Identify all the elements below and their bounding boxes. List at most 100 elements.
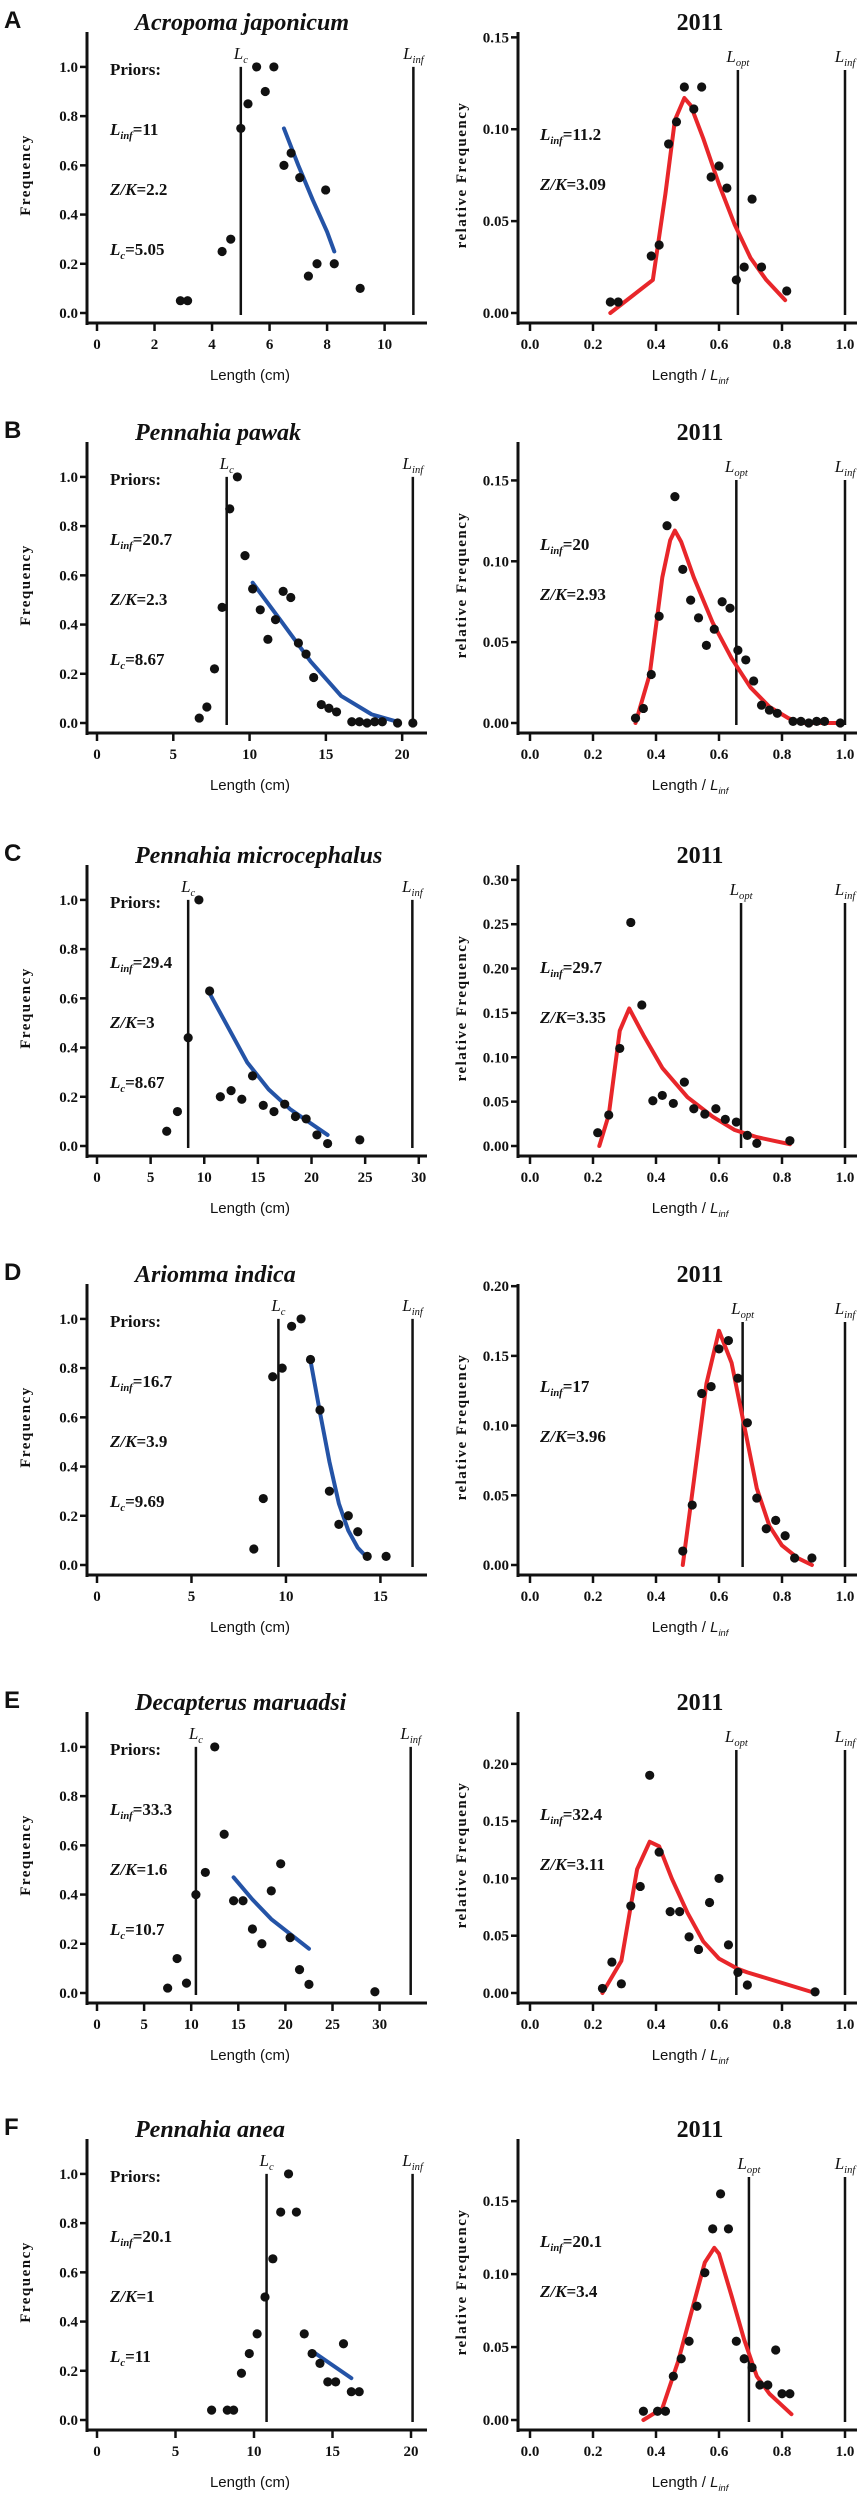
fit-curve xyxy=(600,1839,818,1995)
x-tick-label: 0.0 xyxy=(521,2444,540,2460)
vline-label-L-inf: Linf xyxy=(399,1724,423,1746)
data-point xyxy=(237,1094,247,1104)
parameter-annotation-subscript: c xyxy=(120,1931,125,1942)
x-tick-label: 0.0 xyxy=(521,1170,540,1186)
data-point xyxy=(626,917,636,928)
parameter-annotation-subscript: inf xyxy=(120,2238,134,2249)
data-point xyxy=(355,1135,365,1145)
data-point xyxy=(236,2368,247,2378)
parameter-annotation-value: Priors: xyxy=(110,1312,161,1331)
parameter-annotation-symbol: Z/K xyxy=(109,590,138,609)
vline-label-L-inf: Linf xyxy=(834,2154,858,2176)
data-point xyxy=(733,1967,743,1977)
vline-label-L-c-subscript: c xyxy=(269,2162,274,2173)
data-point xyxy=(739,262,749,272)
data-point xyxy=(294,1965,305,1975)
data-point xyxy=(679,82,689,92)
vline-label-L-inf-subscript: inf xyxy=(844,1310,857,1321)
x-tick-label: 0.8 xyxy=(773,2444,792,2460)
vline-label-L-inf: Linf xyxy=(401,1296,425,1318)
x-tick-label: 0.4 xyxy=(647,1589,666,1605)
y-tick-label: 0.05 xyxy=(483,1929,509,1945)
parameter-annotation-symbol: Z/K xyxy=(109,1860,138,1879)
data-point xyxy=(706,172,716,182)
data-point xyxy=(270,615,281,625)
parameter-annotation-symbol: Z/K xyxy=(539,1427,568,1446)
data-point xyxy=(780,1531,790,1541)
parameter-annotation: Lc=8.67 xyxy=(109,650,165,672)
fit-curve xyxy=(641,2245,794,2422)
data-point xyxy=(162,1126,172,1136)
data-point xyxy=(183,1033,193,1043)
vline-label-L-c: Lc xyxy=(188,1724,203,1746)
parameter-annotation-symbol: L xyxy=(109,530,120,549)
vline-label-L-inf-symbol: L xyxy=(402,454,412,473)
data-point xyxy=(785,1136,795,1146)
x-axis-label: Length (cm) xyxy=(210,777,290,794)
x-axis-label-text: Length (cm) xyxy=(210,1200,290,1217)
fit-curve xyxy=(597,1006,792,1148)
data-point xyxy=(709,624,719,634)
data-point xyxy=(217,246,227,257)
vline-label-L-inf-subscript: inf xyxy=(412,465,425,476)
parameter-annotation: Z/K=3.35 xyxy=(539,1008,606,1027)
parameter-annotation-value: =16.7 xyxy=(133,1372,173,1391)
data-point xyxy=(646,251,656,261)
data-point xyxy=(676,2354,686,2364)
data-point xyxy=(321,185,331,195)
y-tick-label: 0.10 xyxy=(483,1050,509,1066)
x-tick-label: 20 xyxy=(278,2017,293,2033)
y-tick-label: 1.0 xyxy=(59,1740,78,1756)
parameter-annotation-value: =5.05 xyxy=(125,240,164,259)
vline-label-L-c-symbol: L xyxy=(180,877,190,896)
x-tick-label: 5 xyxy=(188,1589,196,1605)
x-axis-label-symbol: L xyxy=(710,777,718,794)
x-tick-label: 0.4 xyxy=(647,1170,666,1186)
y-tick-label: 0.0 xyxy=(59,1558,78,1574)
x-tick-label: 6 xyxy=(266,337,274,353)
data-point xyxy=(291,2207,301,2217)
data-point xyxy=(215,1092,225,1102)
y-tick-label: 0.4 xyxy=(59,1460,78,1476)
data-point xyxy=(678,564,688,574)
data-point xyxy=(278,586,288,596)
x-axis-label-text: Length / xyxy=(652,2474,710,2491)
data-point xyxy=(172,1106,183,1117)
parameter-annotation-symbol: Z/K xyxy=(539,2282,568,2301)
data-point xyxy=(675,1907,685,1917)
parameter-annotation-symbol: Z/K xyxy=(109,180,138,199)
parameter-annotation-value: =20 xyxy=(563,535,590,554)
vline-label-L-opt-subscript: opt xyxy=(734,468,749,479)
year-title: 2011 xyxy=(677,2117,724,2143)
data-point xyxy=(660,2406,671,2416)
year-title: 2011 xyxy=(677,420,724,446)
parameter-annotation: Linf=29.4 xyxy=(109,953,173,975)
data-point xyxy=(353,1527,363,1537)
data-point xyxy=(260,2292,270,2302)
data-point xyxy=(323,2377,333,2387)
x-tick-label: 0.0 xyxy=(521,2017,540,2033)
x-axis-label: Length (cm) xyxy=(210,2047,290,2064)
x-tick-label: 0.4 xyxy=(647,337,666,353)
x-tick-label: 25 xyxy=(325,2017,340,2033)
y-axis-label: Frequency xyxy=(18,967,34,1049)
parameter-annotation-value: =11 xyxy=(133,120,159,139)
data-point xyxy=(240,551,250,561)
data-point xyxy=(181,1978,192,1988)
data-point xyxy=(689,1104,699,1114)
x-axis-label-text: Length (cm) xyxy=(210,2047,290,2064)
fit-curve xyxy=(231,1875,311,1951)
y-tick-label: 0.6 xyxy=(59,158,78,174)
y-tick-label: 0.6 xyxy=(59,568,78,584)
data-point xyxy=(668,1098,678,1109)
vline-label-L-inf-symbol: L xyxy=(399,1724,409,1743)
data-point xyxy=(225,504,235,514)
x-tick-label: 0.0 xyxy=(521,747,540,763)
x-axis-label-subscript: inf xyxy=(718,376,729,386)
data-point xyxy=(354,2387,364,2397)
parameter-annotation-value: =17 xyxy=(563,1377,590,1396)
data-point xyxy=(701,640,712,650)
parameter-annotation: Linf=20.1 xyxy=(109,2227,172,2249)
data-point xyxy=(269,1106,279,1117)
parameter-annotation: Lc=10.7 xyxy=(109,1920,165,1942)
